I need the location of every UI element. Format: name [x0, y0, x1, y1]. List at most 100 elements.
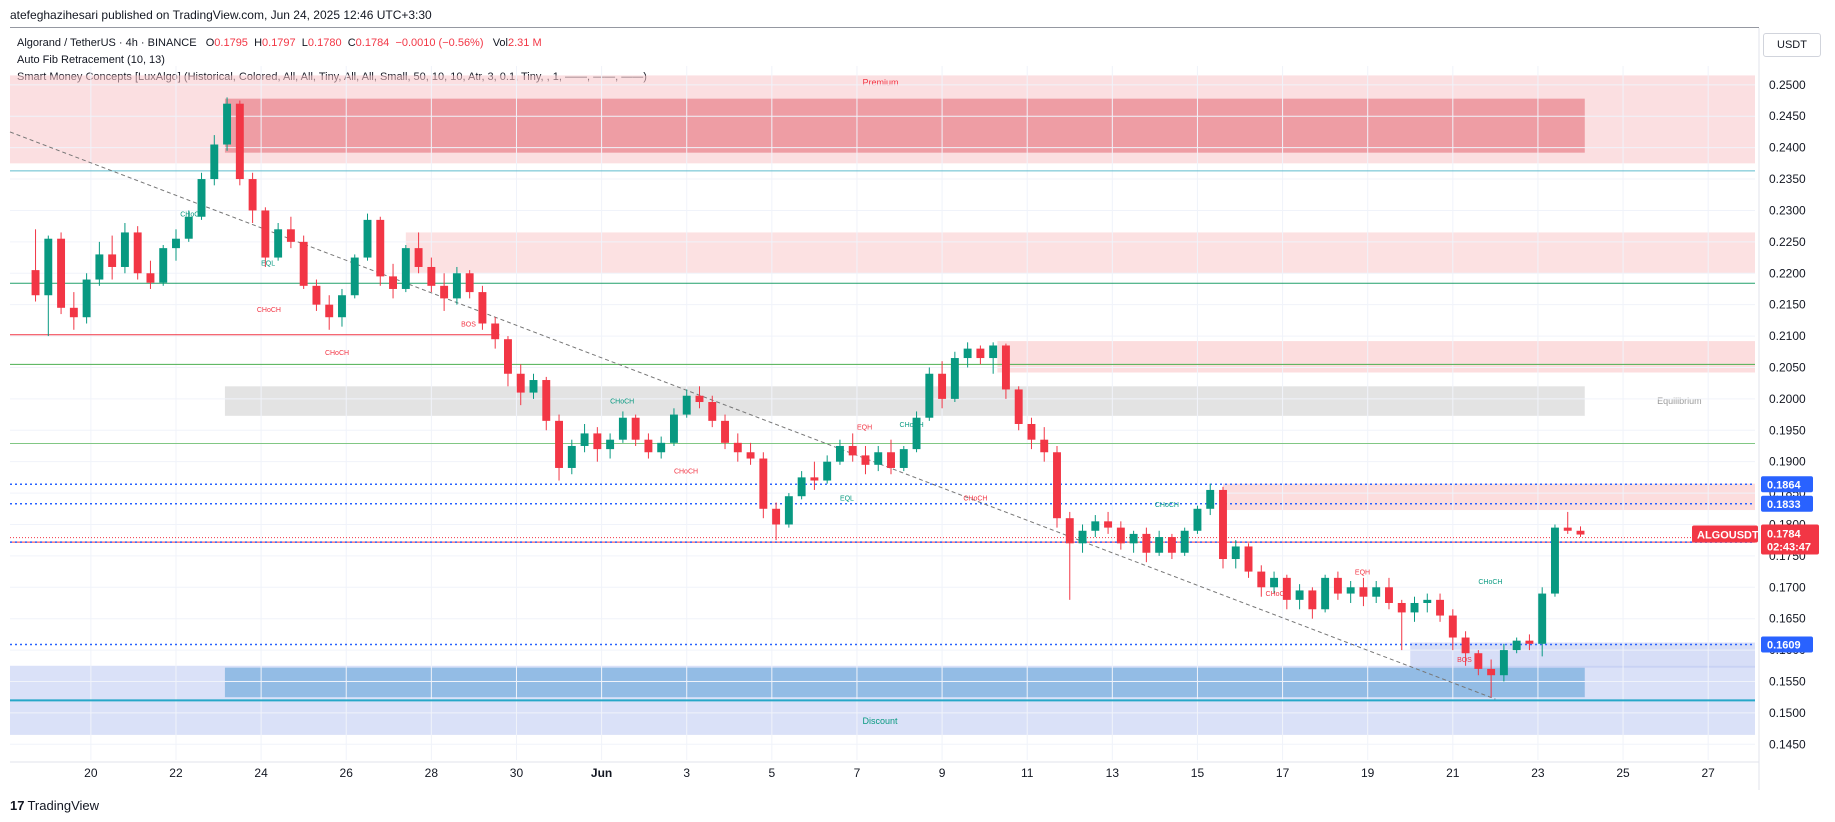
- candle-body: [1104, 521, 1113, 528]
- candle: [1155, 530, 1164, 556]
- candle-body: [350, 257, 359, 296]
- candle: [1346, 581, 1355, 603]
- candle: [721, 414, 729, 450]
- candle: [248, 172, 257, 224]
- zone-equilibrium: [224, 386, 1585, 416]
- smc-label: CHoCH: [674, 469, 698, 476]
- zone-label-premium: Premium: [863, 77, 899, 87]
- candle-body: [899, 449, 908, 468]
- countdown-label: 02:43:47: [1767, 542, 1811, 554]
- candle: [1270, 571, 1279, 594]
- candle: [1129, 530, 1138, 553]
- candle: [759, 452, 768, 519]
- candle-body: [1257, 571, 1266, 588]
- candle: [478, 285, 487, 330]
- x-tick-label: 22: [169, 766, 183, 780]
- y-tick-label: 0.1650: [1769, 612, 1806, 626]
- candle-body: [1155, 537, 1164, 553]
- candle-body: [504, 339, 512, 374]
- symbol-name[interactable]: Algorand / TetherUS · 4h · BINANCE: [17, 37, 197, 49]
- candle-body: [1410, 602, 1419, 613]
- x-tick-label: 20: [84, 766, 98, 780]
- candle: [261, 207, 270, 267]
- candle-body: [299, 241, 308, 286]
- candle-body: [1461, 637, 1470, 654]
- candle-body: [1167, 537, 1176, 553]
- candle-body: [210, 144, 219, 180]
- candle: [427, 257, 436, 293]
- x-tick-label: 25: [1616, 766, 1630, 780]
- candle: [172, 229, 180, 261]
- y-tick-label: 0.2250: [1769, 235, 1806, 249]
- candle-body: [172, 238, 180, 249]
- candle: [963, 342, 972, 368]
- candle-body: [1499, 650, 1508, 676]
- current-price-label: 0.1784: [1767, 529, 1802, 541]
- price-tag-bg: [1761, 476, 1813, 493]
- candle: [989, 342, 998, 374]
- candle-body: [1001, 345, 1010, 390]
- currency-selector[interactable]: USDT: [1763, 33, 1821, 57]
- candle-body: [657, 442, 666, 453]
- smc-label: EQH: [1355, 570, 1370, 577]
- smc-label: CHoCH: [610, 398, 634, 405]
- high-value: 0.1797: [262, 37, 296, 49]
- indicator-fib[interactable]: Auto Fib Retracement (10, 13): [17, 54, 165, 66]
- low-value: 0.1780: [307, 37, 342, 49]
- candle-body: [1180, 530, 1189, 553]
- candle: [1525, 634, 1534, 651]
- candle: [1576, 526, 1585, 538]
- candle: [401, 244, 410, 293]
- candle-body: [1487, 668, 1496, 676]
- candle: [1397, 599, 1406, 651]
- x-tick-label: 13: [1106, 766, 1120, 780]
- candle-body: [733, 442, 742, 453]
- y-tick-label: 0.2500: [1769, 78, 1806, 92]
- candle: [631, 414, 640, 446]
- candle: [669, 408, 678, 446]
- smc-label: EQL: [261, 261, 275, 268]
- smc-label: CHoCH: [1266, 591, 1290, 598]
- candle-body: [1333, 577, 1342, 594]
- candle-body: [1563, 527, 1572, 531]
- x-tick-label: 21: [1446, 766, 1460, 780]
- candle-body: [925, 373, 934, 418]
- candle: [657, 436, 666, 459]
- candle-body: [248, 179, 257, 211]
- candle-body: [1423, 599, 1432, 603]
- candle-body: [631, 417, 640, 440]
- candle-body: [414, 248, 423, 267]
- y-tick-label: 0.1500: [1769, 706, 1806, 720]
- ohlc-row: Algorand / TetherUS · 4h · BINANCE O 0.17…: [17, 35, 647, 52]
- candle-body: [1308, 590, 1317, 610]
- candle-body: [1065, 518, 1074, 544]
- candle: [1091, 515, 1100, 538]
- candle: [210, 135, 219, 186]
- candle-body: [1231, 546, 1240, 560]
- candle-body: [593, 433, 602, 450]
- candle-body: [108, 254, 117, 267]
- order-block-upper: [405, 232, 1755, 274]
- candle: [1206, 483, 1215, 516]
- candle-body: [1027, 423, 1036, 440]
- candle: [363, 213, 372, 261]
- candle-body: [235, 103, 244, 180]
- candle-body: [835, 445, 844, 462]
- candle-body: [976, 348, 985, 359]
- x-tick-label: 3: [683, 766, 690, 780]
- candle: [1078, 524, 1087, 553]
- candle: [1487, 659, 1496, 698]
- candle-body: [69, 307, 78, 318]
- candle-body: [874, 452, 883, 465]
- candle-body: [1576, 530, 1585, 535]
- candle-body: [427, 266, 436, 286]
- price-tag-bg: [1761, 495, 1813, 512]
- candle-body: [376, 219, 385, 277]
- candle: [299, 235, 308, 289]
- candle-body: [389, 276, 398, 289]
- candle: [376, 216, 385, 286]
- open-label: O: [205, 37, 215, 49]
- candle-body: [312, 285, 321, 305]
- candle-body: [1474, 653, 1483, 669]
